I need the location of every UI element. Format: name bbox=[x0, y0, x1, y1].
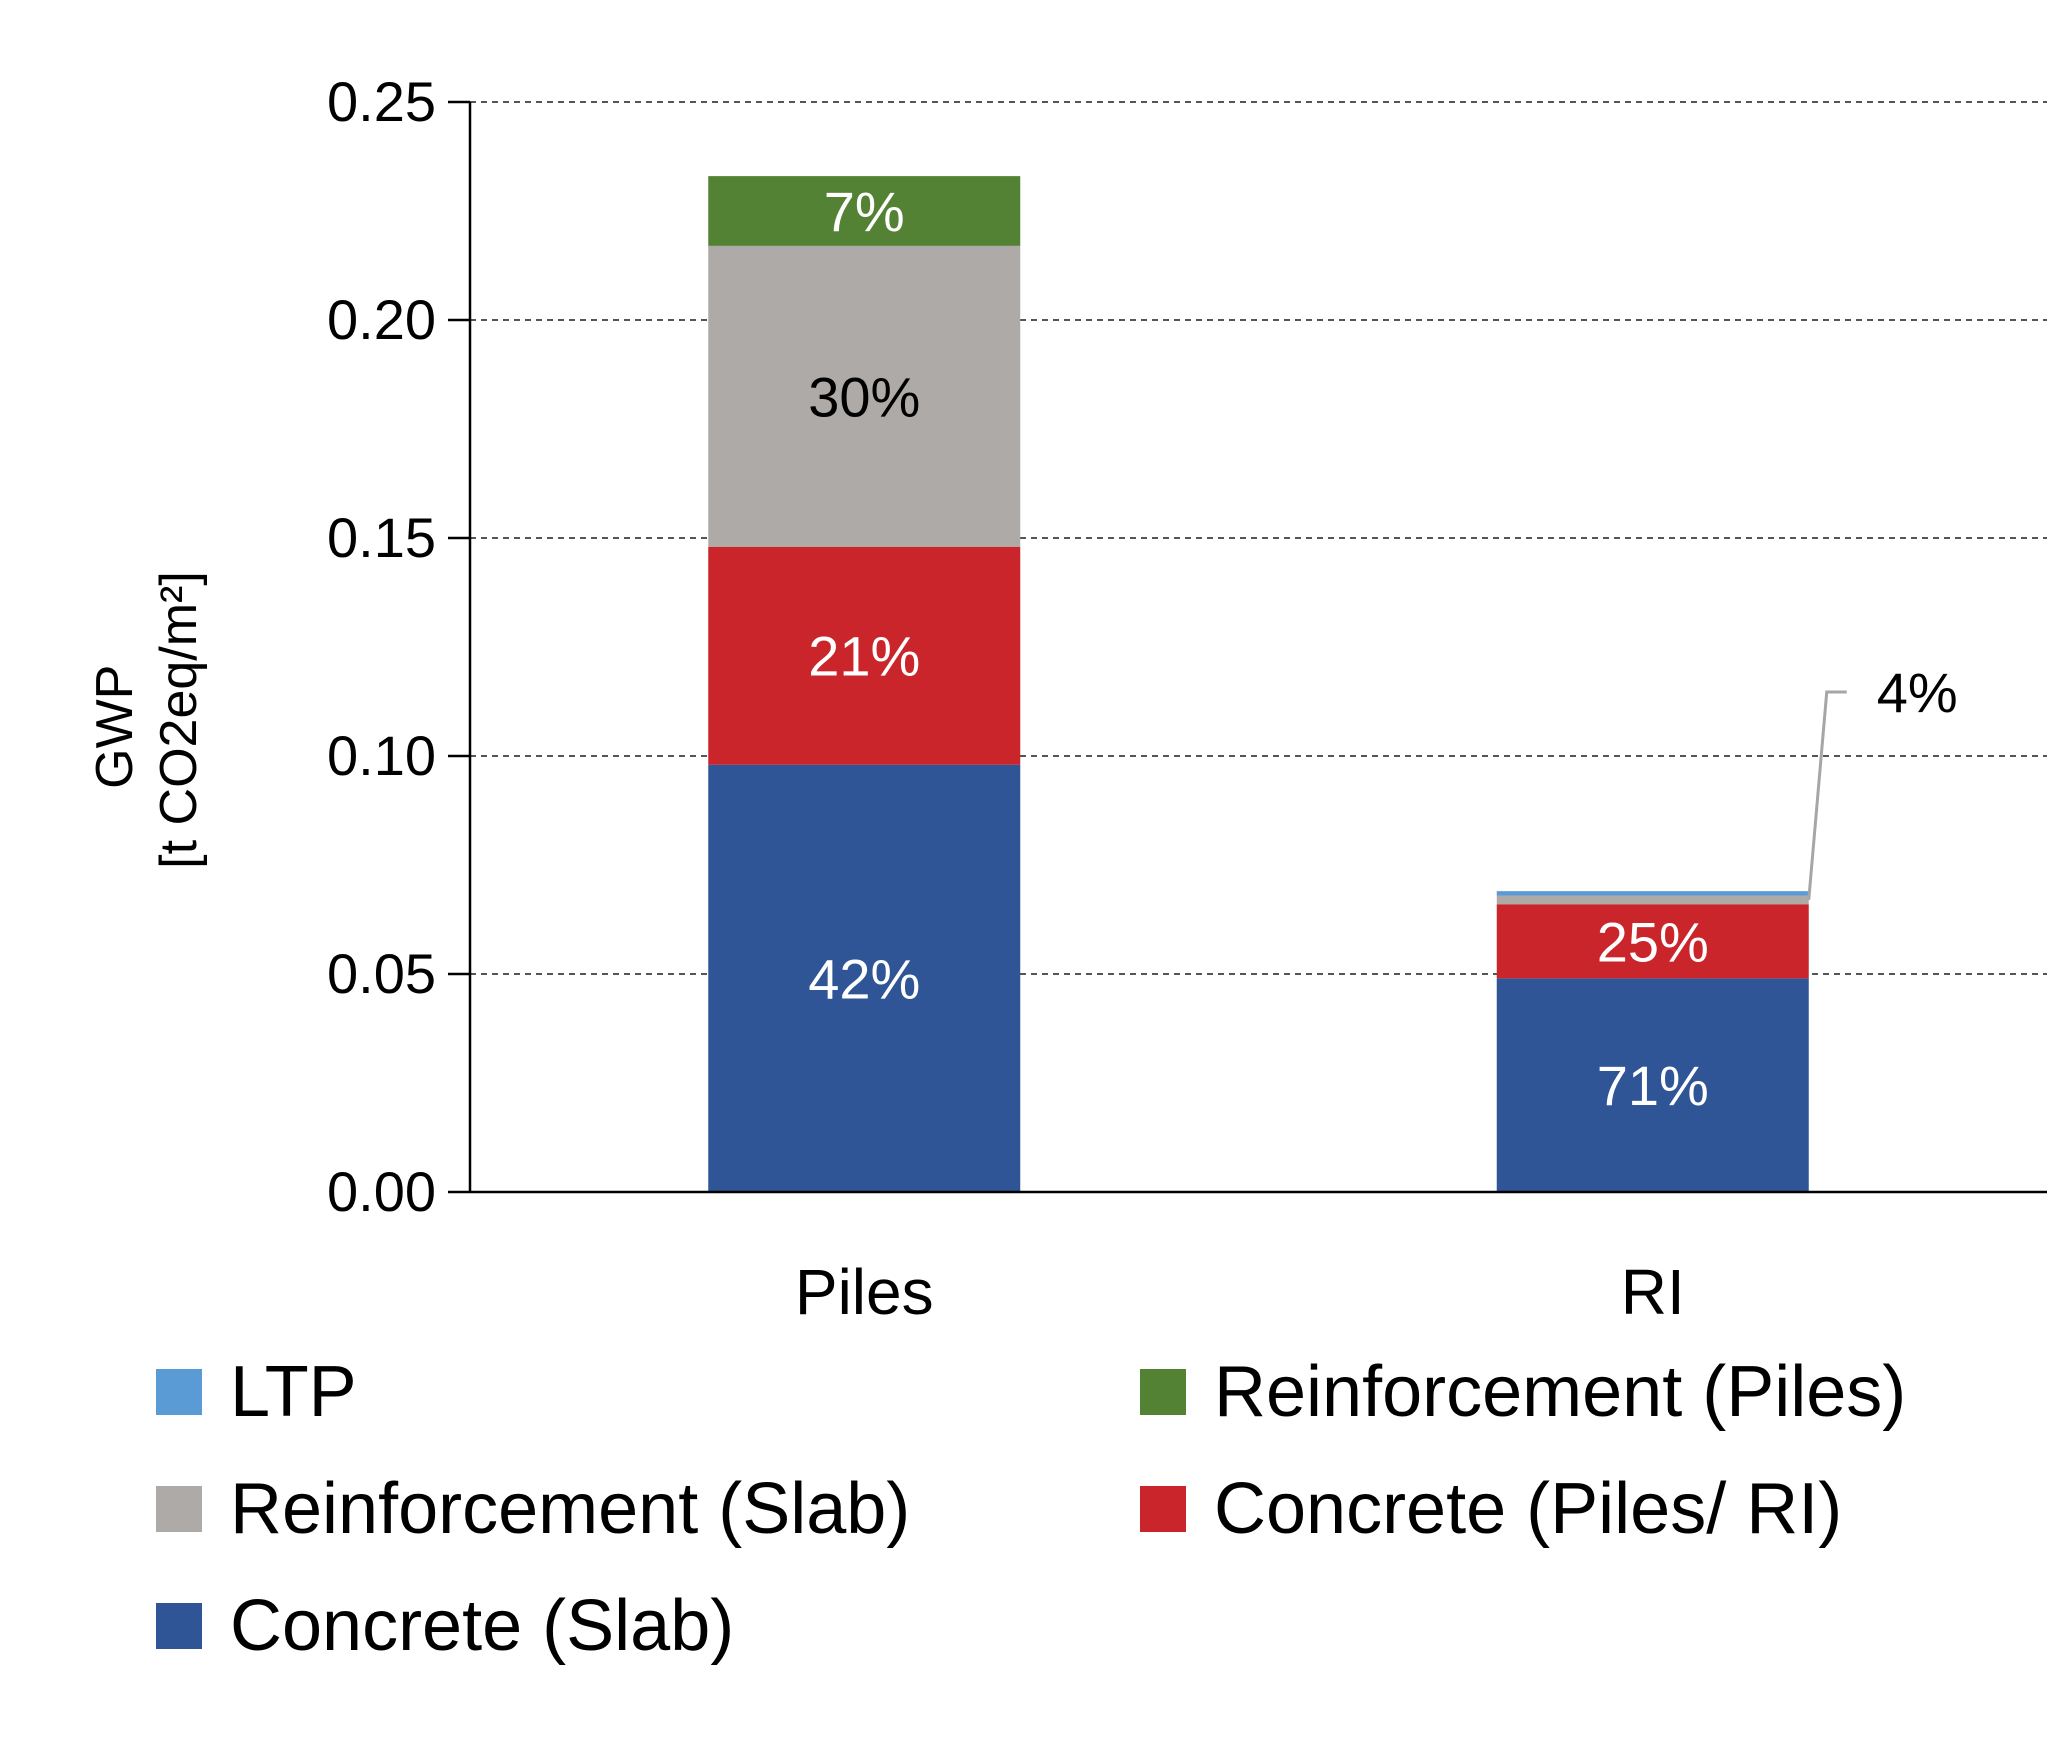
callout: 4% bbox=[1807, 661, 1958, 901]
bar-segment bbox=[708, 245, 1021, 547]
legend-label: Concrete (Piles/ RI) bbox=[1214, 1469, 1843, 1549]
legend-swatch bbox=[1140, 1369, 1186, 1415]
legend-swatch bbox=[1140, 1486, 1186, 1532]
legend-label: Reinforcement (Slab) bbox=[230, 1469, 911, 1549]
x-category-labels: Piles RI bbox=[795, 1256, 1685, 1328]
legend-swatch bbox=[156, 1486, 202, 1532]
bar-segment bbox=[708, 764, 1021, 1192]
y-tick-label: 0.25 bbox=[327, 70, 436, 133]
gridlines bbox=[470, 101, 2047, 975]
segment-labels: 42% 21% 30% 7% 71% 25% bbox=[808, 180, 1709, 1117]
legend-item: Reinforcement (Slab) bbox=[156, 1468, 910, 1550]
axes bbox=[448, 100, 2047, 1194]
legend-swatch bbox=[156, 1603, 202, 1649]
y-tick-label: 0.05 bbox=[327, 942, 436, 1005]
legend-item: Concrete (Slab) bbox=[156, 1585, 734, 1667]
y-tick-label: 0.15 bbox=[327, 506, 436, 569]
legend-label: Reinforcement (Piles) bbox=[1214, 1352, 1907, 1432]
y-tick-label: 0.10 bbox=[327, 724, 436, 787]
legend-swatch bbox=[156, 1369, 202, 1415]
legend-item: Concrete (Piles/ RI) bbox=[1140, 1468, 1842, 1550]
data-label: 7% bbox=[824, 180, 905, 243]
data-label: 21% bbox=[808, 625, 920, 688]
legend-item: Reinforcement (Piles) bbox=[1140, 1351, 1906, 1433]
data-label: 4% bbox=[1877, 661, 1958, 724]
data-label: 25% bbox=[1597, 910, 1709, 973]
data-label: 42% bbox=[808, 947, 920, 1010]
bar-segment bbox=[1496, 904, 1809, 979]
bar-segment bbox=[708, 546, 1021, 765]
bars bbox=[708, 176, 1809, 1192]
x-category-label: RI bbox=[1621, 1256, 1685, 1328]
legend-label: LTP bbox=[230, 1352, 357, 1432]
data-label: 30% bbox=[808, 365, 920, 428]
y-tick-label: 0.20 bbox=[327, 288, 436, 351]
bar-segment bbox=[1496, 895, 1809, 905]
y-tick-labels: 0.00 0.05 0.10 0.15 0.20 0.25 bbox=[327, 70, 436, 1223]
y-tick-label: 0.00 bbox=[327, 1160, 436, 1223]
bar-segment bbox=[1496, 891, 1809, 896]
legend-item: LTP bbox=[156, 1351, 357, 1433]
callout-leader-line bbox=[1807, 690, 1847, 901]
data-label: 71% bbox=[1597, 1054, 1709, 1117]
y-axis-label-line2: [t CO2eq/m²] bbox=[150, 571, 208, 869]
y-axis-label-line1: GWP bbox=[86, 666, 144, 789]
bar-segment bbox=[708, 176, 1021, 246]
bar-segment bbox=[1496, 978, 1809, 1192]
y-axis-label: GWP [t CO2eq/m²] bbox=[86, 571, 208, 869]
legend-label: Concrete (Slab) bbox=[230, 1586, 735, 1666]
x-category-label: Piles bbox=[795, 1256, 934, 1328]
